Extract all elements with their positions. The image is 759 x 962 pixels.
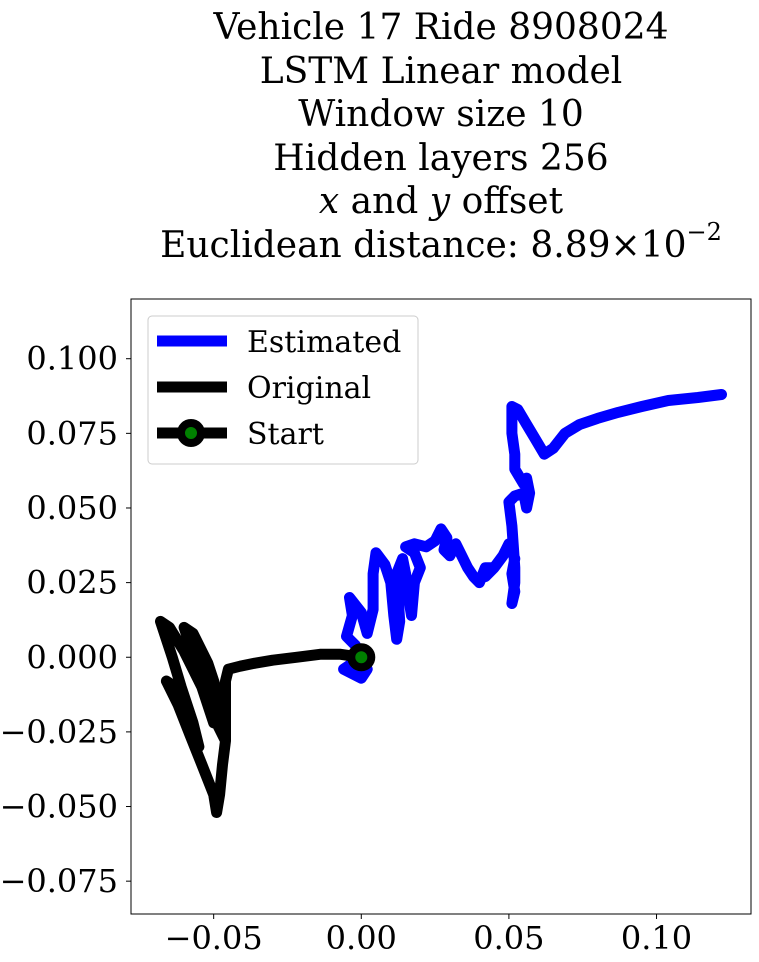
start-marker xyxy=(347,643,376,672)
title-distance-prefix: Euclidean distance: 8.89 xyxy=(160,224,611,266)
title-exponent-base: 10 xyxy=(640,224,687,266)
x-tick-label: −0.05 xyxy=(165,919,263,957)
title-line-3: Window size 10 xyxy=(298,94,584,135)
title-y-variable: y xyxy=(429,181,451,222)
series-group xyxy=(155,389,727,818)
x-tick-label: 0.10 xyxy=(621,919,692,957)
title-exponent: −2 xyxy=(686,217,722,246)
chart-title: Vehicle 17 Ride 8908024 LSTM Linear mode… xyxy=(0,6,759,267)
y-tick-label: 0.025 xyxy=(26,564,118,602)
title-line-2: LSTM Linear model xyxy=(259,50,623,92)
title-line-4: Hidden layers 256 xyxy=(273,137,609,179)
x-tick-label: 0.05 xyxy=(473,919,544,957)
title-offset-text: offset xyxy=(450,181,564,222)
series-estimated-line xyxy=(338,389,727,684)
title-times-sign: × xyxy=(610,224,641,266)
title-line-1: Vehicle 17 Ride 8908024 xyxy=(213,7,669,48)
axes-frame xyxy=(130,298,752,915)
legend-start-marker xyxy=(177,419,205,447)
legend-start-label: Start xyxy=(247,417,324,452)
y-tick-label: −0.025 xyxy=(0,713,118,751)
legend: Estimated Original Start xyxy=(147,315,419,465)
title-x-variable: x xyxy=(318,181,340,222)
axis-ticks: −0.05 0.00 0.05 0.10 −0.075 −0.050 −0.025 0.000… xyxy=(0,340,692,957)
title-line-5: x and y offset xyxy=(0,180,759,224)
series-original-line xyxy=(155,615,367,818)
x-tick-label: 0.00 xyxy=(326,919,397,957)
legend-estimated-label: Estimated xyxy=(247,325,401,360)
y-tick-label: −0.075 xyxy=(0,862,118,900)
legend-box xyxy=(147,315,419,465)
y-tick-label: 0.000 xyxy=(26,638,118,676)
y-tick-label: −0.050 xyxy=(0,788,118,826)
title-and-text: and xyxy=(339,181,430,222)
y-tick-label: 0.075 xyxy=(26,414,118,452)
plot-area xyxy=(130,298,752,915)
y-tick-label: 0.050 xyxy=(26,489,118,527)
y-tick-label: 0.100 xyxy=(26,340,118,378)
legend-original-label: Original xyxy=(247,371,371,406)
title-line-6: Euclidean distance: 8.89×10−2 xyxy=(0,220,759,268)
